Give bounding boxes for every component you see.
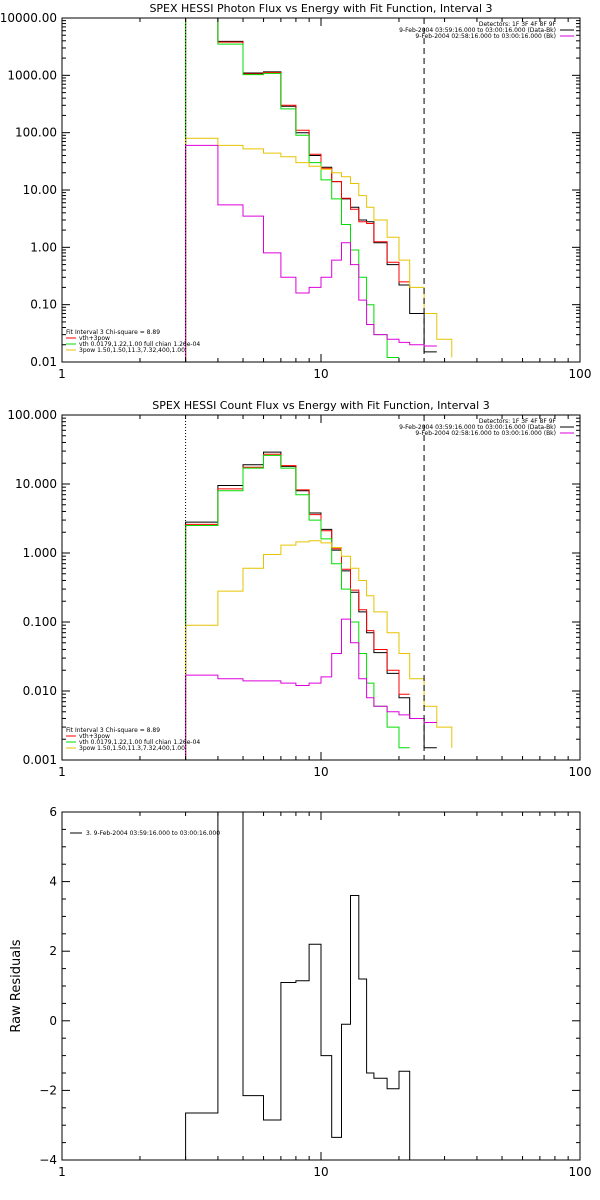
plot-frame — [61, 414, 581, 761]
chart-title: SPEX HESSI Photon Flux vs Energy with Fi… — [149, 2, 492, 15]
series-group — [185, 451, 453, 760]
legend-header: Fit Interval 3 Chi-square = 8.89 — [66, 329, 160, 336]
info-line: 3. 9-Feb-2004 03:59:16.000 to 03:00:16.0… — [86, 830, 220, 837]
legend-label: 3pow 1.50,1.50,11.3,7.32,400,1.00 — [79, 745, 185, 752]
y-tick-label: 1.00 — [30, 240, 57, 254]
legend-label: 3pow 1.50,1.50,11.3,7.32,400,1.00 — [79, 347, 185, 354]
x-tick-label: 100 — [569, 367, 592, 381]
legend-header: Fit Interval 3 Chi-square = 8.89 — [66, 727, 160, 734]
panel-residuals: 1 10 100 −4 −2 0 2 4 6 Raw Residuals 3. 9-Feb-2004… — [9, 805, 591, 1179]
y-tick-label: 0.01 — [30, 355, 57, 369]
info-line: 9-Feb-2004 02:58:16.000 to 03:00:16.000 … — [415, 430, 556, 437]
y-tick-label: 1.000 — [23, 546, 57, 560]
y-tick-label: 0 — [49, 1014, 57, 1028]
y-tick-label: 4 — [49, 875, 57, 889]
y-tick-label: 0.10 — [30, 298, 57, 312]
series-line-0 — [185, 18, 437, 362]
series-line-1 — [185, 18, 410, 362]
y-tick-label: 10000.00 — [0, 11, 57, 25]
legend-label: vth+3pow — [79, 335, 110, 342]
x-tick-label: 1 — [58, 1165, 66, 1179]
legend-label: vth+3pow — [79, 733, 110, 740]
series-line-3 — [185, 540, 453, 760]
series-line-4 — [185, 144, 437, 362]
series-line-0 — [185, 812, 425, 1160]
y-tick-label: 0.100 — [23, 615, 57, 629]
y-tick-label: 6 — [49, 805, 57, 819]
series-line-1 — [185, 453, 410, 760]
y-tick-label: 100.000 — [7, 408, 57, 422]
plot-frame — [61, 17, 581, 363]
y-tick-label: −4 — [39, 1153, 57, 1167]
x-tick-label: 100 — [569, 765, 592, 779]
y-tick-label: 100.00 — [15, 126, 57, 140]
legend-label: vth 0.0179,1.22,1.00 full chian 1.26e-04 — [79, 341, 200, 348]
legend-label: vth 0.0179,1.22,1.00 full chian 1.26e-04 — [79, 739, 200, 746]
y-tick-label: 1000.00 — [7, 68, 57, 82]
x-tick-label: 100 — [569, 1165, 592, 1179]
y-tick-label: −2 — [39, 1083, 57, 1097]
chart-title: SPEX HESSI Count Flux vs Energy with Fit… — [152, 399, 489, 412]
series-group — [185, 812, 425, 1160]
x-tick-label: 10 — [313, 367, 328, 381]
y-axis-label: Raw Residuals — [9, 939, 24, 1032]
series-line-3 — [185, 137, 453, 362]
y-tick-label: 10.000 — [15, 477, 57, 491]
series-line-4 — [185, 618, 437, 760]
y-tick-label: 0.010 — [23, 684, 57, 698]
x-tick-label: 10 — [313, 765, 328, 779]
series-group — [185, 18, 453, 362]
info-line: 9-Feb-2004 03:59:16.000 to 03:00:16.000 … — [399, 424, 556, 431]
panel-photon: SPEX HESSI Photon Flux vs Energy with Fi… — [0, 2, 591, 381]
y-tick-label: 0.001 — [23, 753, 57, 767]
info-line: Detectors: 1F 3F 4F 8F 9F — [479, 21, 557, 28]
series-line-2 — [185, 454, 410, 760]
panel-count: SPEX HESSI Count Flux vs Energy with Fit… — [7, 399, 591, 779]
y-tick-label: 2 — [49, 944, 57, 958]
y-tick-label: 10.00 — [23, 183, 57, 197]
x-tick-label: 1 — [58, 367, 66, 381]
info-line: 9-Feb-2004 03:59:16.000 to 03:00:16.000 … — [399, 27, 556, 34]
info-line: Detectors: 1F 3F 4F 8F 9F — [479, 418, 557, 425]
x-tick-label: 1 — [58, 765, 66, 779]
info-line: 9-Feb-2004 02:58:16.000 to 03:00:16.000 … — [415, 33, 556, 40]
x-tick-label: 10 — [313, 1165, 328, 1179]
